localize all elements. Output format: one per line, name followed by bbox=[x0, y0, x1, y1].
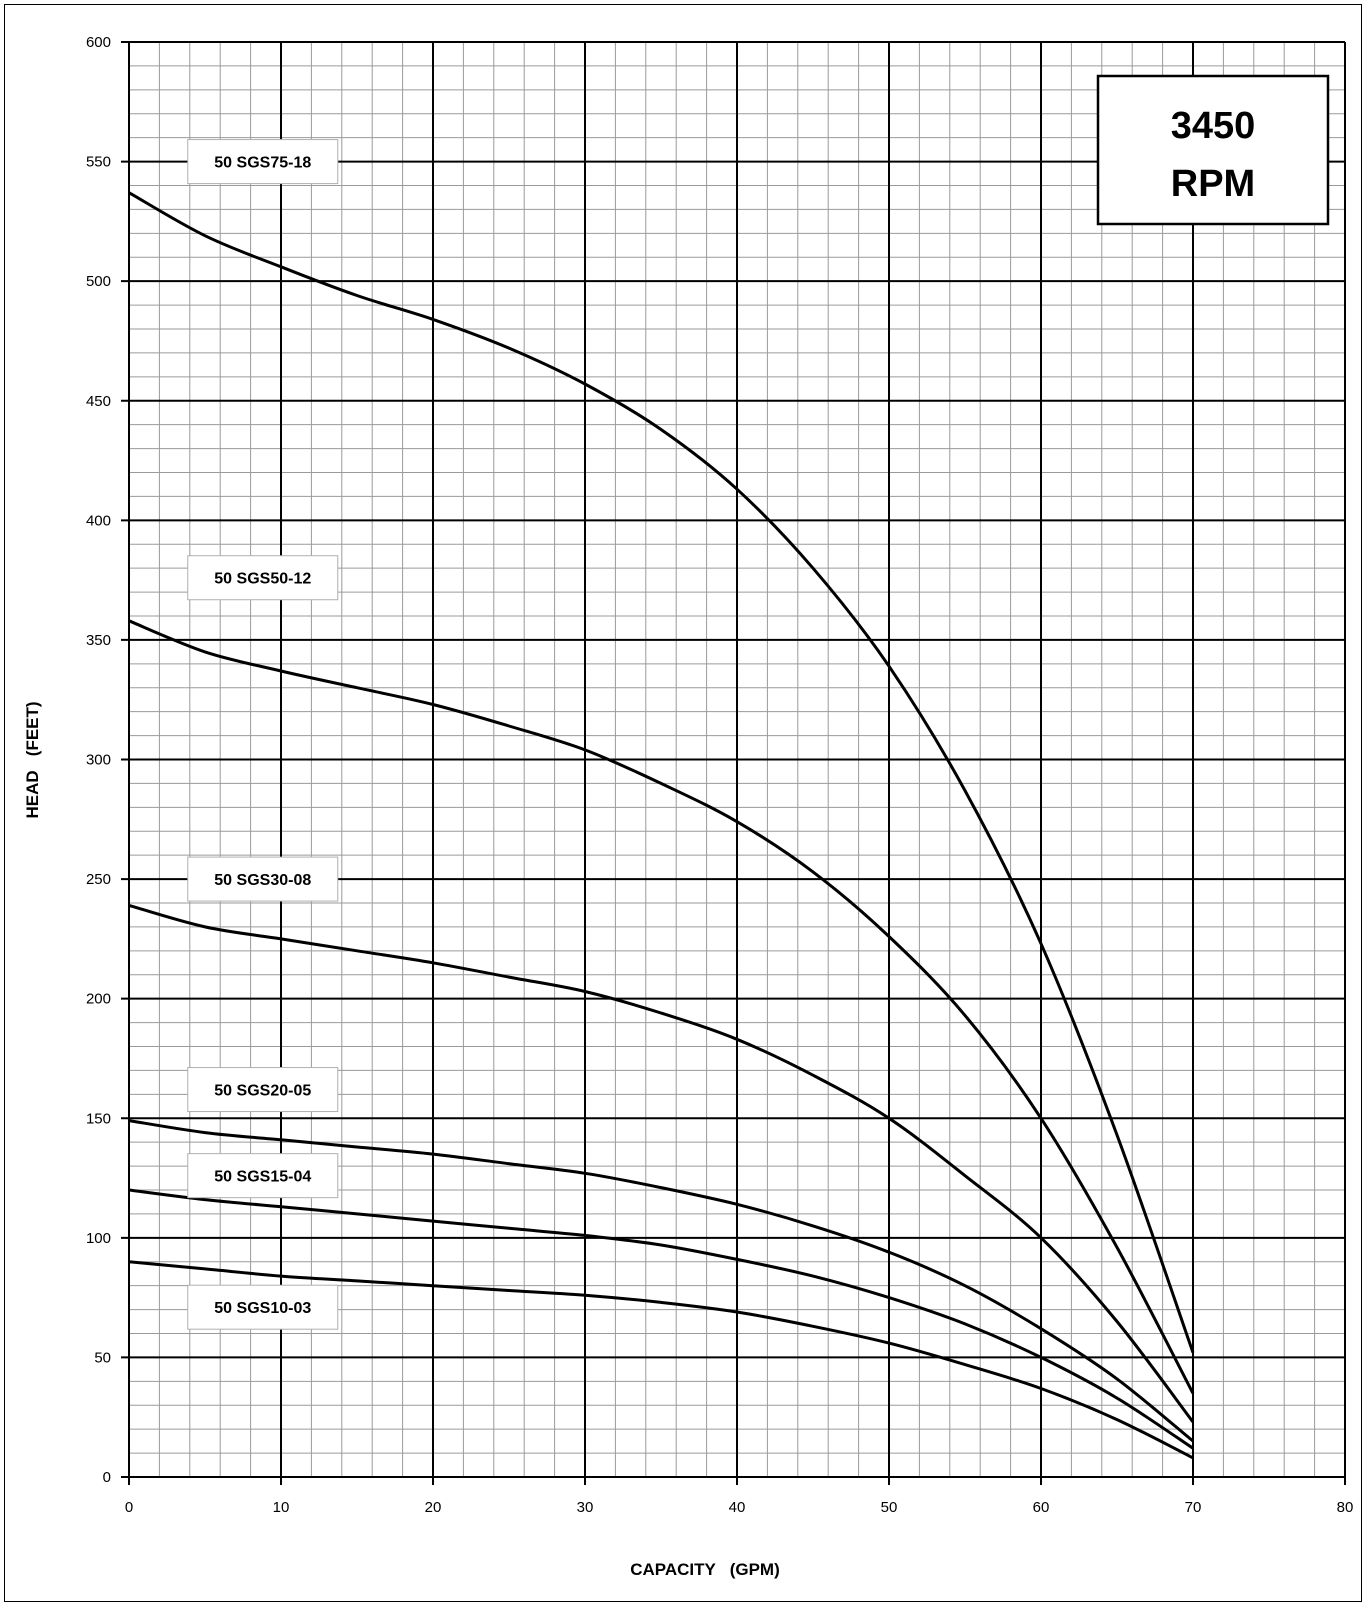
series-label-50-sgs15-04: 50 SGS15-04 bbox=[187, 1153, 339, 1199]
series-label-box bbox=[187, 1284, 339, 1330]
rpm-badge-unit: RPM bbox=[1171, 163, 1255, 205]
rpm-badge: 3450 RPM bbox=[1096, 74, 1330, 226]
y-tick-label: 600 bbox=[86, 34, 111, 51]
y-tick-label: 450 bbox=[86, 393, 111, 410]
curve-50-sgs75-18 bbox=[128, 191, 1195, 1354]
y-tick-label: 0 bbox=[103, 1469, 111, 1486]
x-tick-label: 0 bbox=[125, 1499, 133, 1516]
series-label-text: 50 SGS15-04 bbox=[214, 1169, 311, 1186]
series-label-50-sgs10-03: 50 SGS10-03 bbox=[187, 1284, 339, 1330]
series-label-text: 50 SGS10-03 bbox=[214, 1300, 311, 1317]
major-grid bbox=[121, 41, 1346, 1485]
y-tick-label: 400 bbox=[86, 512, 111, 529]
series-label-50-sgs30-08: 50 SGS30-08 bbox=[187, 856, 339, 902]
y-axis-label: HEAD (FEET) bbox=[23, 701, 42, 818]
rpm-badge-value: 3450 bbox=[1171, 105, 1256, 147]
pump-curves bbox=[128, 191, 1195, 1460]
x-axis-label: CAPACITY (GPM) bbox=[630, 1560, 780, 1579]
x-tick-label: 40 bbox=[729, 1499, 746, 1516]
x-tick-label: 20 bbox=[425, 1499, 442, 1516]
series-label-box bbox=[187, 856, 339, 902]
series-label-text: 50 SGS20-05 bbox=[214, 1083, 311, 1100]
y-tick-label: 150 bbox=[86, 1110, 111, 1127]
series-label-text: 50 SGS75-18 bbox=[214, 155, 311, 172]
y-tick-label: 550 bbox=[86, 154, 111, 171]
series-labels: 50 SGS75-18 50 SGS50-12 50 SGS30-08 50 SGS2… bbox=[187, 139, 339, 1330]
curve-50-sgs50-12 bbox=[128, 619, 1195, 1394]
series-label-box bbox=[187, 139, 339, 185]
y-tick-label: 100 bbox=[86, 1230, 111, 1247]
x-tick-label: 50 bbox=[881, 1499, 898, 1516]
curve-50-sgs10-03 bbox=[128, 1260, 1194, 1460]
series-label-box bbox=[187, 555, 339, 601]
y-tick-label: 200 bbox=[86, 991, 111, 1008]
series-label-box bbox=[187, 1067, 339, 1113]
x-tick-label: 80 bbox=[1337, 1499, 1354, 1516]
series-label-text: 50 SGS50-12 bbox=[214, 571, 311, 588]
axis-ticks: 0 10 20 30 40 50 60 70 80 0 50 100 150 200 250 300 350 40… bbox=[86, 34, 1353, 1516]
x-tick-label: 60 bbox=[1033, 1499, 1050, 1516]
curve-50-sgs15-04 bbox=[128, 1188, 1194, 1450]
y-tick-label: 500 bbox=[86, 273, 111, 290]
y-tick-label: 350 bbox=[86, 632, 111, 649]
x-tick-label: 30 bbox=[577, 1499, 594, 1516]
y-tick-label: 50 bbox=[94, 1349, 111, 1366]
series-label-50-sgs75-18: 50 SGS75-18 bbox=[187, 139, 339, 185]
y-tick-label: 300 bbox=[86, 752, 111, 769]
x-tick-label: 10 bbox=[273, 1499, 290, 1516]
series-label-text: 50 SGS30-08 bbox=[214, 872, 311, 889]
curve-50-sgs30-08 bbox=[128, 903, 1195, 1423]
curve-50-sgs20-05 bbox=[128, 1119, 1194, 1443]
x-tick-label: 70 bbox=[1185, 1499, 1202, 1516]
series-label-50-sgs20-05: 50 SGS20-05 bbox=[187, 1067, 339, 1113]
series-label-box bbox=[187, 1153, 339, 1199]
series-label-50-sgs50-12: 50 SGS50-12 bbox=[187, 555, 339, 601]
y-tick-label: 250 bbox=[86, 871, 111, 888]
chart-frame bbox=[4, 4, 1362, 1602]
